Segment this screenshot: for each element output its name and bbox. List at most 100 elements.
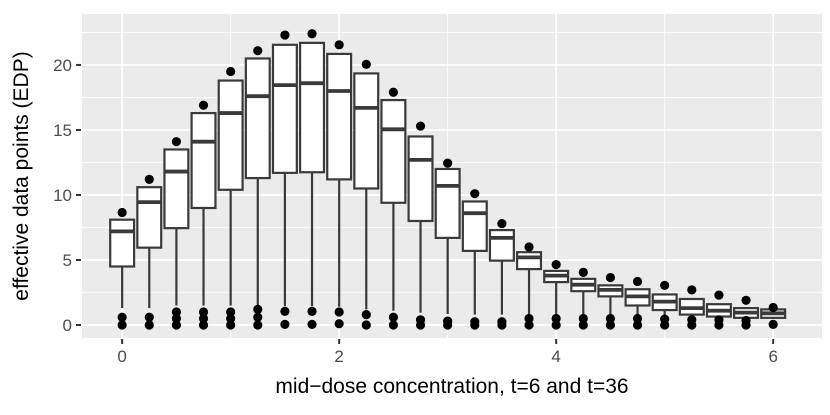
y-tick-label: 15 xyxy=(53,121,72,140)
x-tick-label: 2 xyxy=(334,347,343,366)
outlier-point-high xyxy=(198,100,209,110)
box xyxy=(353,72,380,190)
outlier-point-low xyxy=(605,313,616,324)
outlier-point-high xyxy=(714,290,724,300)
outlier-point-high xyxy=(415,121,426,131)
outlier-point-low xyxy=(253,304,263,314)
outlier-point-low xyxy=(117,320,127,330)
outlier-point-low xyxy=(253,312,263,322)
outlier-point-low xyxy=(524,320,534,330)
outlier-point-low xyxy=(280,319,290,329)
outlier-point-low xyxy=(551,320,561,330)
outlier-point-low xyxy=(171,313,181,324)
outlier-point-high xyxy=(687,285,697,295)
outlier-point-high xyxy=(253,46,263,56)
y-tick-label: 0 xyxy=(63,316,72,335)
outlier-point-low xyxy=(524,313,534,324)
y-axis-title: effective data points (EDP) xyxy=(10,51,33,300)
x-tick-label: 4 xyxy=(551,347,560,366)
y-tick-label: 20 xyxy=(53,56,72,75)
outlier-point-high xyxy=(578,267,588,277)
box xyxy=(271,43,298,174)
outlier-point-low xyxy=(226,307,236,317)
outlier-point-low xyxy=(280,306,290,316)
outlier-point-high xyxy=(334,40,344,50)
box xyxy=(109,218,136,268)
outlier-point-low xyxy=(415,320,426,330)
outlier-point-high xyxy=(388,87,399,97)
box xyxy=(217,79,244,191)
box xyxy=(136,186,163,249)
plot-panel: 0 2 4 6 0 5 10 15 20 xyxy=(53,14,822,366)
outlier-point-low xyxy=(578,313,588,324)
outlier-point-low xyxy=(334,307,344,317)
outlier-point-low xyxy=(198,320,209,330)
outlier-point-high xyxy=(361,59,371,69)
outlier-point-high xyxy=(443,158,453,168)
outlier-point-low xyxy=(714,320,724,330)
box xyxy=(163,148,190,230)
outlier-point-high xyxy=(524,242,534,252)
outlier-point-low xyxy=(632,320,643,330)
outlier-point-low xyxy=(198,307,209,317)
outlier-point-low xyxy=(632,313,643,324)
box xyxy=(190,111,217,210)
outlier-point-low xyxy=(497,320,507,330)
outlier-point-high xyxy=(741,295,751,305)
box xyxy=(516,251,543,271)
outlier-point-low xyxy=(741,320,751,330)
outlier-point-low xyxy=(307,306,317,316)
outlier-point-high xyxy=(117,207,127,218)
outlier-point-high xyxy=(632,276,643,287)
outlier-point-low xyxy=(253,320,263,330)
outlier-point-high xyxy=(226,66,236,77)
outlier-point-low xyxy=(334,319,344,329)
outlier-point-low xyxy=(171,307,181,317)
outlier-point-low xyxy=(361,309,371,320)
box xyxy=(407,135,434,223)
outlier-point-low xyxy=(660,320,670,330)
x-tick-label: 6 xyxy=(768,347,777,366)
outlier-point-high xyxy=(768,302,778,313)
box xyxy=(244,57,271,180)
outlier-point-high xyxy=(280,30,290,40)
box xyxy=(461,200,488,252)
box xyxy=(434,167,461,239)
outlier-point-low xyxy=(226,320,236,330)
outlier-point-low xyxy=(768,319,778,329)
y-tick-label: 5 xyxy=(63,251,72,270)
outlier-point-low xyxy=(144,320,154,330)
outlier-point-low xyxy=(470,320,480,330)
outlier-point-low xyxy=(226,313,236,324)
outlier-point-low xyxy=(307,319,317,329)
outlier-point-high xyxy=(497,218,507,229)
outlier-point-high xyxy=(605,272,616,283)
box xyxy=(488,228,515,262)
outlier-point-low xyxy=(605,320,616,330)
outlier-point-high xyxy=(660,280,670,290)
outlier-point-low xyxy=(578,320,588,330)
box xyxy=(380,98,407,204)
outlier-point-low xyxy=(117,312,127,322)
outlier-point-low xyxy=(388,320,399,330)
outlier-point-high xyxy=(551,259,561,270)
outlier-point-high xyxy=(144,174,154,184)
box xyxy=(326,52,353,181)
outlier-point-low xyxy=(361,320,371,330)
outlier-point-low xyxy=(551,313,561,324)
outlier-point-high xyxy=(307,29,317,39)
x-axis-title: mid−dose concentration, t=6 and t=36 xyxy=(275,375,628,398)
outlier-point-low xyxy=(171,320,181,330)
y-tick-label: 10 xyxy=(53,186,72,205)
outlier-point-high xyxy=(171,137,181,147)
outlier-point-high xyxy=(470,189,480,199)
outlier-point-low xyxy=(687,320,697,330)
outlier-point-low xyxy=(443,320,453,330)
outlier-point-low xyxy=(198,313,209,324)
box xyxy=(298,41,326,174)
outlier-point-low xyxy=(144,312,154,322)
outlier-point-low xyxy=(388,312,399,322)
x-tick-label: 0 xyxy=(117,347,126,366)
